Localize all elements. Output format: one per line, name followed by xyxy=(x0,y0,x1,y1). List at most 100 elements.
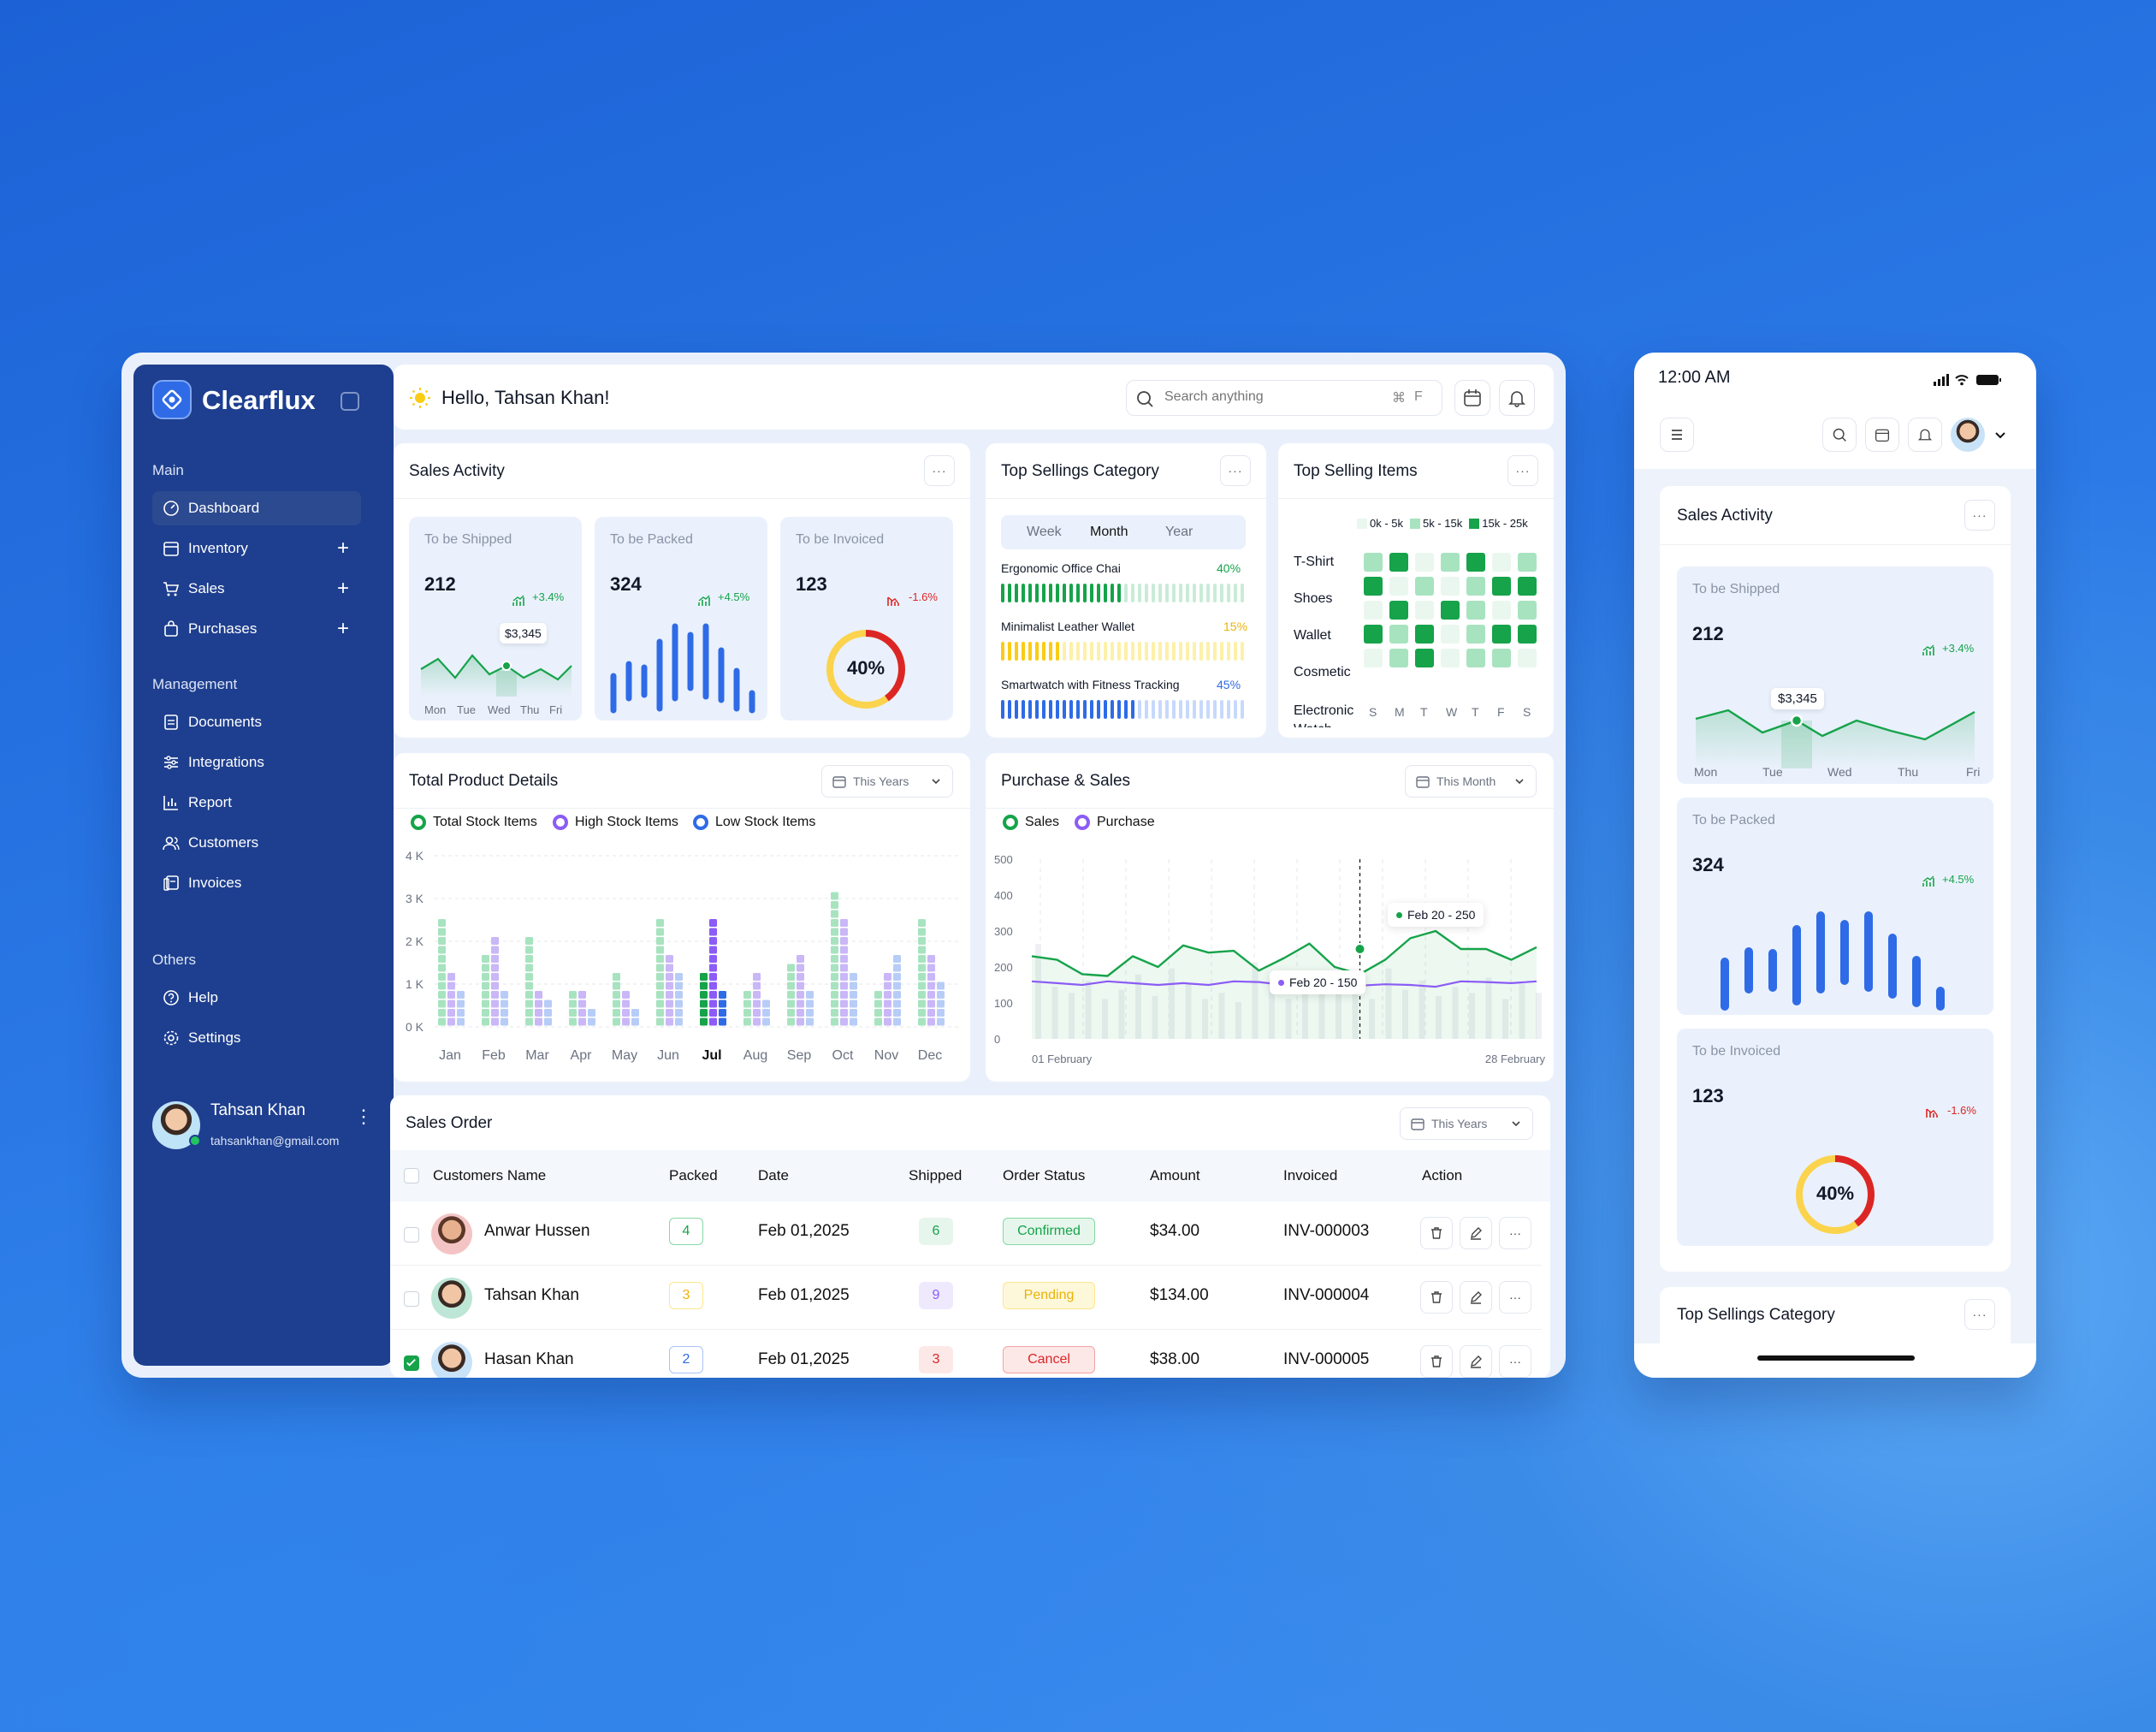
column-header[interactable]: Packed xyxy=(669,1167,718,1183)
sidebar-item-settings[interactable]: Settings xyxy=(152,1021,361,1055)
stock-bar-segment xyxy=(918,946,926,954)
stock-bar-segment xyxy=(675,973,683,981)
sidebar-item-help[interactable]: Help xyxy=(152,981,361,1015)
sidebar-item-integrations[interactable]: Integrations xyxy=(152,745,361,780)
top-selling-items-card: Top Selling Items ··· 0k - 5k 5k - 15k 1… xyxy=(1278,443,1554,738)
row-more-button[interactable]: ··· xyxy=(1499,1281,1531,1314)
y-tick-label: 2 K xyxy=(406,934,424,948)
stock-bar-segment xyxy=(656,991,664,999)
calendar-button[interactable] xyxy=(1454,380,1490,416)
search-box[interactable]: ⌘ F xyxy=(1126,380,1442,416)
year-filter-dropdown[interactable]: This Years xyxy=(821,765,953,798)
row-more-button[interactable]: ··· xyxy=(1499,1217,1531,1249)
tab-week[interactable]: Week xyxy=(1027,525,1062,539)
edit-button[interactable] xyxy=(1460,1281,1492,1314)
mobile-notifications-button[interactable] xyxy=(1908,418,1942,452)
stock-bar-segment xyxy=(787,1009,795,1017)
sidebar-item-dashboard[interactable]: Dashboard xyxy=(152,491,361,525)
delete-button[interactable] xyxy=(1420,1217,1453,1249)
column-header[interactable]: Shipped xyxy=(909,1167,962,1183)
stock-bar-segment xyxy=(719,991,726,999)
more-options-button[interactable]: ··· xyxy=(1507,455,1538,486)
column-header[interactable]: Date xyxy=(758,1167,789,1183)
stock-bar-segment xyxy=(884,982,891,990)
top-sellings-category-card: Top Sellings Category ··· Week Month Yea… xyxy=(986,443,1266,738)
month-label: Feb xyxy=(482,1048,506,1063)
volume-bar xyxy=(1519,983,1525,1039)
stock-bar-segment xyxy=(709,955,717,963)
order-date: Feb 01,2025 xyxy=(758,1350,850,1368)
expand-plus-icon[interactable]: + xyxy=(336,537,349,560)
select-all-checkbox[interactable] xyxy=(404,1168,419,1183)
order-year-filter-dropdown[interactable]: This Years xyxy=(1400,1107,1533,1140)
sidebar-item-documents[interactable]: Documents xyxy=(152,705,361,739)
avatar[interactable] xyxy=(1951,418,1985,452)
edit-button[interactable] xyxy=(1460,1217,1492,1249)
column-header[interactable]: Customers Name xyxy=(433,1167,547,1183)
stock-bar-segment xyxy=(578,1009,586,1017)
day-label: Thu xyxy=(520,703,540,716)
expand-plus-icon[interactable]: + xyxy=(336,617,349,640)
menu-button[interactable] xyxy=(1660,418,1694,452)
mobile-search-button[interactable] xyxy=(1822,418,1857,452)
stock-bar-segment xyxy=(797,991,804,999)
heatmap-cell xyxy=(1389,553,1408,572)
search-icon xyxy=(1833,428,1846,442)
month-filter-dropdown[interactable]: This Month xyxy=(1405,765,1537,798)
delete-button[interactable] xyxy=(1420,1281,1453,1314)
stock-bar-segment xyxy=(666,955,673,963)
customer-name: Tahsan Khan xyxy=(484,1286,579,1304)
stock-bar-segment xyxy=(491,1017,499,1026)
tab-month[interactable]: Month xyxy=(1090,525,1128,539)
row-more-button[interactable]: ··· xyxy=(1499,1345,1531,1378)
notifications-button[interactable] xyxy=(1499,380,1535,416)
stock-bar-segment xyxy=(831,928,838,936)
expand-plus-icon[interactable]: + xyxy=(336,577,349,600)
status-badge: Confirmed xyxy=(1003,1218,1095,1245)
sidebar-item-invoices[interactable]: Invoices xyxy=(152,866,361,900)
sidebar-item-label: Inventory xyxy=(188,540,248,556)
sidebar-item-inventory[interactable]: Inventory + xyxy=(152,531,361,566)
trash-icon xyxy=(1431,1355,1442,1367)
app-name: Clearflux xyxy=(202,385,316,415)
sidebar-item-customers[interactable]: Customers xyxy=(152,826,361,860)
edit-button[interactable] xyxy=(1460,1345,1492,1378)
search-input[interactable] xyxy=(1164,384,1378,410)
column-header[interactable]: Order Status xyxy=(1003,1167,1086,1183)
more-options-button[interactable]: ··· xyxy=(1964,1299,1995,1330)
stock-bar-segment xyxy=(918,928,926,936)
sidebar-item-report[interactable]: Report xyxy=(152,786,361,820)
more-options-button[interactable]: ··· xyxy=(1220,455,1251,486)
top-header: Hello, Tahsan Khan! ⌘ F xyxy=(394,365,1554,430)
row-checkbox-checked[interactable] xyxy=(404,1355,419,1371)
row-checkbox[interactable] xyxy=(404,1227,419,1243)
more-options-button[interactable]: ··· xyxy=(924,455,955,486)
column-header[interactable]: Amount xyxy=(1150,1167,1200,1183)
volume-bar xyxy=(1118,989,1125,1039)
stock-bar-segment xyxy=(927,991,935,999)
sidebar-item-sales[interactable]: Sales + xyxy=(152,572,361,606)
collapse-sidebar-icon[interactable] xyxy=(341,392,359,411)
column-header[interactable]: Action xyxy=(1422,1167,1463,1183)
mobile-dashboard: 12:00 AM Sales Activity ··· To be Shippe… xyxy=(1634,353,2036,1378)
legend-label: 0k - 5k xyxy=(1370,517,1404,530)
row-checkbox[interactable] xyxy=(404,1291,419,1307)
tab-year[interactable]: Year xyxy=(1165,525,1194,539)
table-row[interactable]: Anwar Hussen 4 Feb 01,2025 6 Confirmed $… xyxy=(390,1201,1542,1266)
table-row[interactable]: Tahsan Khan 3 Feb 01,2025 9 Pending $134… xyxy=(390,1266,1542,1330)
chevron-down-icon[interactable] xyxy=(1993,430,2007,442)
volume-bar xyxy=(1352,980,1359,1039)
user-profile[interactable]: Tahsan Khan tahsankhan@gmail.com ⋮ xyxy=(152,1096,375,1156)
heatmap-cell xyxy=(1492,577,1511,596)
more-options-button[interactable]: ··· xyxy=(1964,500,1995,531)
delete-button[interactable] xyxy=(1420,1345,1453,1378)
legend-sales: Sales xyxy=(1003,815,1059,830)
stock-bar-segment xyxy=(787,1017,795,1026)
user-menu-icon[interactable]: ⋮ xyxy=(354,1106,373,1127)
mobile-calendar-button[interactable] xyxy=(1865,418,1899,452)
column-header[interactable]: Invoiced xyxy=(1283,1167,1338,1183)
sidebar-item-purchases[interactable]: Purchases + xyxy=(152,612,361,646)
stock-bar-segment xyxy=(927,973,935,981)
table-row[interactable]: Hasan Khan 2 Feb 01,2025 3 Cancel $38.00… xyxy=(390,1330,1542,1378)
